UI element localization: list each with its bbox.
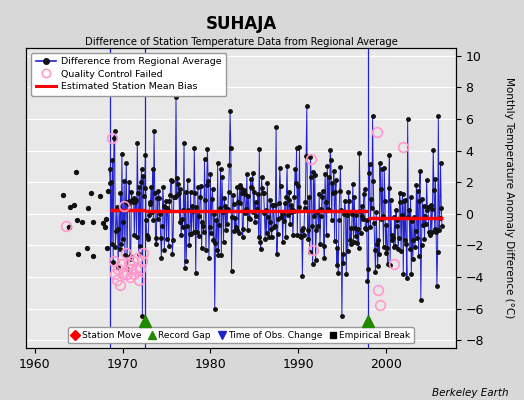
Title: SUHAJA: SUHAJA — [205, 14, 277, 32]
Text: Berkeley Earth: Berkeley Earth — [432, 388, 508, 398]
Legend: Station Move, Record Gap, Time of Obs. Change, Empirical Break: Station Move, Record Gap, Time of Obs. C… — [68, 327, 414, 344]
Y-axis label: Monthly Temperature Anomaly Difference (°C): Monthly Temperature Anomaly Difference (… — [504, 77, 514, 319]
Text: Difference of Station Temperature Data from Regional Average: Difference of Station Temperature Data f… — [84, 36, 398, 46]
